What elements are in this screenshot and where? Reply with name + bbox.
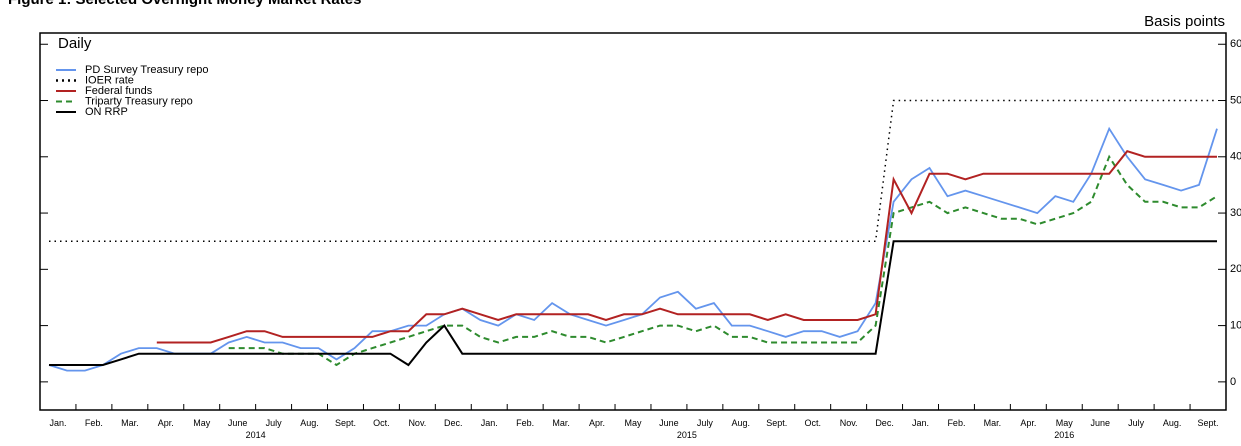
x-tick-label: Nov. (408, 418, 426, 428)
x-tick-label: Apr. (589, 418, 605, 428)
x-tick-label: Oct. (804, 418, 821, 428)
series-line (48, 126, 1218, 372)
x-tick-label: Feb. (85, 418, 103, 428)
series-line (49, 99, 1217, 242)
legend-label: ON RRP (85, 106, 128, 118)
x-tick-label: Mar. (121, 418, 139, 428)
x-tick-label: Mar. (984, 418, 1002, 428)
x-tick-label: July (1128, 418, 1145, 428)
x-tick-label: June (659, 418, 679, 428)
x-tick-label: Sept. (766, 418, 787, 428)
x-tick-label: Sept. (1198, 418, 1219, 428)
y-tick-label: 60 (1230, 38, 1241, 50)
year-label: 2014 (246, 430, 266, 440)
x-tick-label: June (1090, 418, 1110, 428)
x-tick-label: Dec. (875, 418, 894, 428)
x-tick-label: Dec. (444, 418, 463, 428)
x-tick-label: July (266, 418, 283, 428)
x-tick-label: Nov. (840, 418, 858, 428)
y-tick-label: 30 (1230, 207, 1241, 219)
x-tick-label: May (624, 418, 642, 428)
y-tick-label: 40 (1230, 151, 1241, 163)
series-line (156, 150, 1217, 344)
year-label: 2016 (1054, 430, 1074, 440)
x-tick-label: Jan. (49, 418, 66, 428)
x-tick-label: July (697, 418, 714, 428)
plot-frame (39, 32, 1227, 411)
x-tick-label: May (193, 418, 211, 428)
series-line (228, 154, 1218, 367)
x-tick-label: Apr. (1020, 418, 1036, 428)
chart-title: Figure 1: Selected Overnight Money Marke… (8, 0, 361, 8)
x-tick-label: May (1056, 418, 1074, 428)
y-tick-label: 0 (1230, 376, 1236, 388)
x-tick-label: Feb. (516, 418, 534, 428)
x-tick-label: Aug. (1163, 418, 1182, 428)
legend-label: Triparty Treasury repo (85, 95, 193, 107)
x-tick-label: Feb. (947, 418, 965, 428)
series-line (49, 240, 1217, 367)
subtitle: Daily (58, 35, 92, 52)
y-axis-label: Basis points (1144, 13, 1225, 30)
legend-label: PD Survey Treasury repo (85, 64, 209, 76)
x-tick-label: Sept. (335, 418, 356, 428)
x-tick-label: Oct. (373, 418, 390, 428)
year-label: 2015 (677, 430, 697, 440)
legend-label: Federal funds (85, 85, 153, 97)
x-tick-label: June (228, 418, 248, 428)
x-tick-label: Aug. (732, 418, 751, 428)
x-tick-label: Mar. (552, 418, 570, 428)
x-tick-label: Jan. (481, 418, 498, 428)
x-tick-label: Apr. (158, 418, 174, 428)
x-tick-label: Aug. (300, 418, 319, 428)
y-tick-label: 50 (1230, 94, 1241, 106)
x-tick-label: Jan. (912, 418, 929, 428)
y-tick-label: 10 (1230, 320, 1241, 332)
y-tick-label: 20 (1230, 263, 1241, 275)
legend-label: IOER rate (85, 74, 134, 86)
